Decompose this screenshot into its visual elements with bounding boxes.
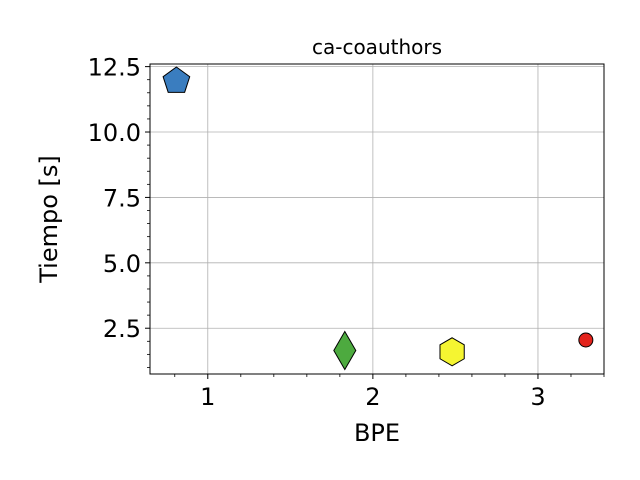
y-tick-label: 7.5 bbox=[103, 184, 141, 212]
data-point-pentagon bbox=[162, 66, 191, 93]
x-tick-label: 1 bbox=[200, 383, 215, 411]
grid bbox=[150, 64, 604, 374]
data-points bbox=[162, 66, 594, 371]
y-axis-label: Tiempo [s] bbox=[35, 155, 63, 284]
y-tick-label: 10.0 bbox=[88, 119, 141, 147]
ticks: 1 2 3 2.5 5.0 7.5 10.0 12.5 bbox=[88, 54, 546, 411]
x-tick-label: 2 bbox=[365, 383, 380, 411]
plot-frame bbox=[149, 63, 605, 375]
y-tick-label: 2.5 bbox=[103, 315, 141, 343]
data-point-diamond bbox=[333, 330, 357, 371]
data-point-hexagon bbox=[439, 337, 465, 367]
data-point-circle bbox=[578, 332, 594, 348]
x-axis-label: BPE bbox=[354, 419, 400, 447]
chart-title: ca-coauthors bbox=[312, 35, 442, 59]
y-tick-label: 12.5 bbox=[88, 54, 141, 82]
x-tick-label: 3 bbox=[530, 383, 545, 411]
y-tick-label: 5.0 bbox=[103, 250, 141, 278]
